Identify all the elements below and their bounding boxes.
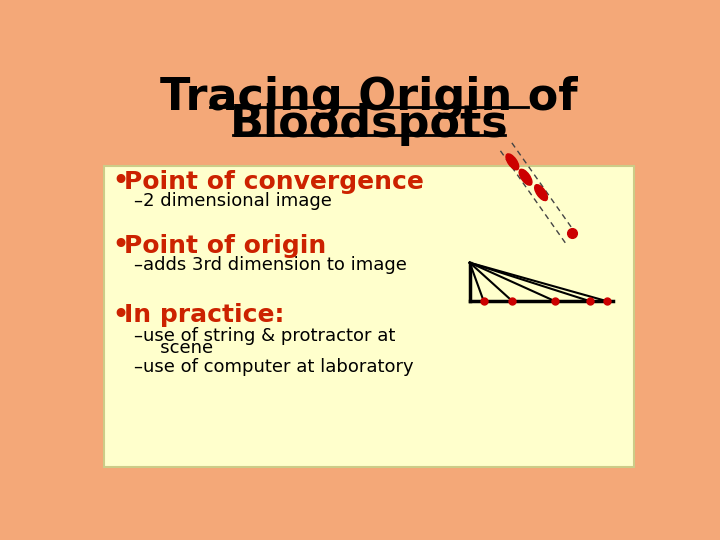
Text: –: –	[132, 327, 142, 345]
Text: use of string & protractor at: use of string & protractor at	[143, 327, 395, 345]
Text: –: –	[132, 357, 142, 376]
Text: use of computer at laboratory: use of computer at laboratory	[143, 357, 413, 376]
Text: –: –	[132, 192, 142, 210]
Text: •: •	[112, 231, 130, 260]
Text: Point of convergence: Point of convergence	[124, 170, 424, 194]
Ellipse shape	[535, 185, 547, 200]
Text: scene: scene	[143, 339, 213, 357]
Text: adds 3rd dimension to image: adds 3rd dimension to image	[143, 256, 407, 274]
Ellipse shape	[506, 154, 518, 170]
FancyBboxPatch shape	[104, 166, 634, 467]
Text: –: –	[132, 256, 142, 274]
Ellipse shape	[519, 169, 532, 185]
Text: 2 dimensional image: 2 dimensional image	[143, 192, 332, 210]
Text: Point of origin: Point of origin	[124, 234, 326, 258]
Text: Tracing Origin of: Tracing Origin of	[160, 76, 578, 119]
Text: Bloodspots: Bloodspots	[230, 103, 508, 146]
Text: •: •	[112, 301, 130, 329]
Text: •: •	[112, 167, 130, 197]
Text: In practice:: In practice:	[124, 303, 284, 327]
